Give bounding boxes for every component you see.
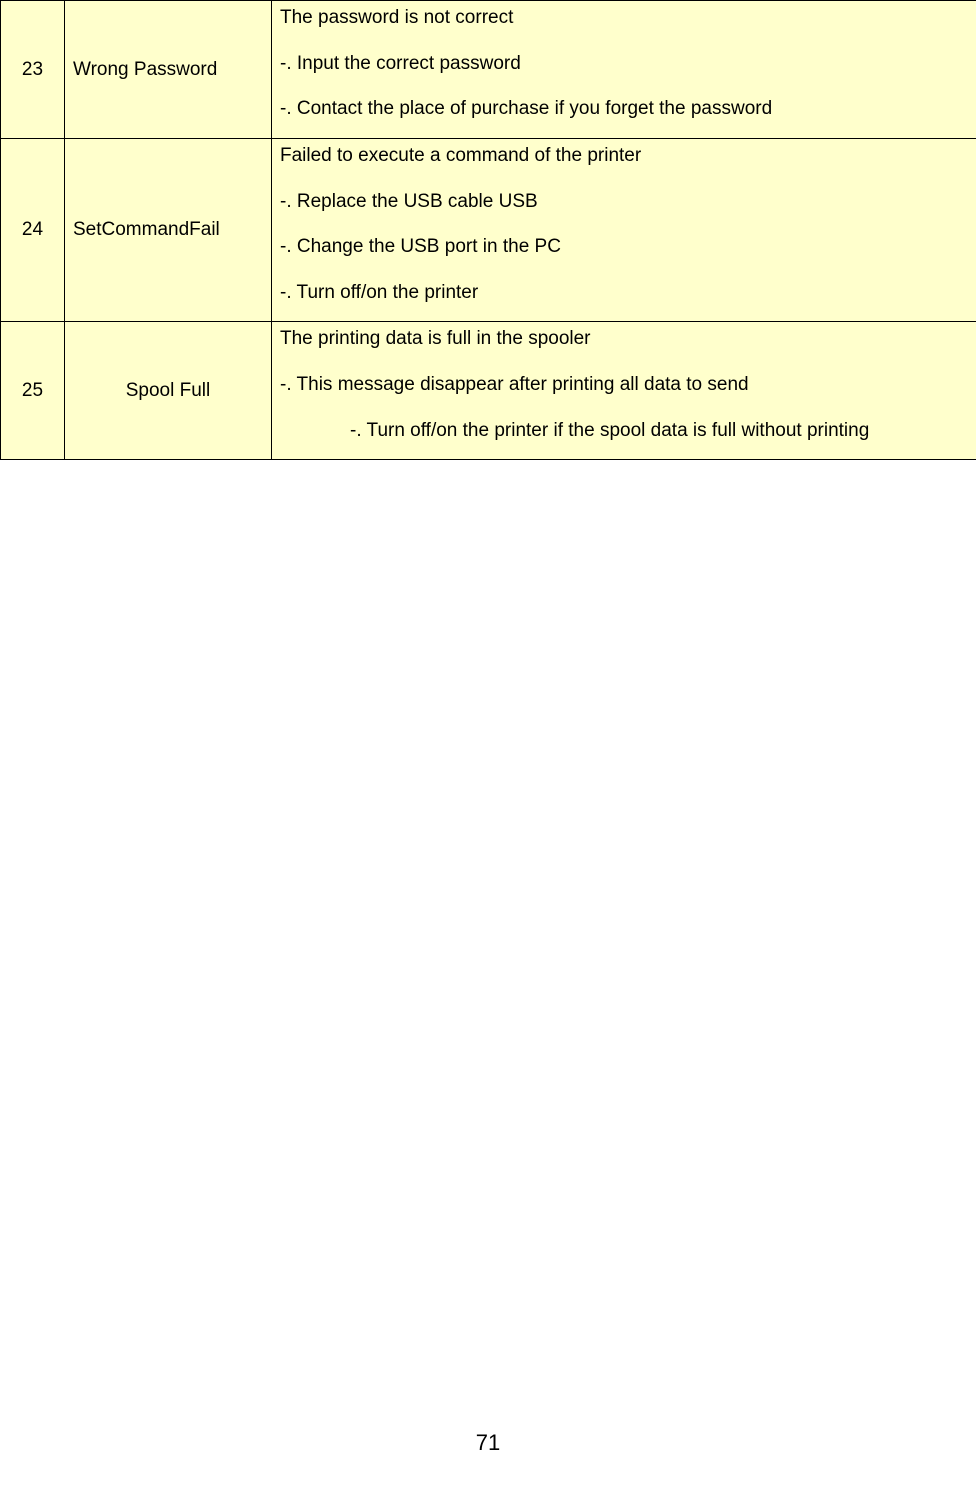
error-table-body: 23Wrong PasswordThe password is not corr… [1, 1, 976, 460]
description-line: -. Replace the USB cable USB [280, 189, 976, 215]
error-number: 24 [1, 138, 65, 322]
table-row: 24SetCommandFail Failed to execute a comm… [1, 138, 976, 322]
table-row: 23Wrong PasswordThe password is not corr… [1, 1, 976, 139]
error-name: SetCommandFail [65, 138, 272, 322]
description-line: -. Input the correct password [280, 51, 976, 77]
description-line: The password is not correct [280, 5, 976, 31]
error-number: 25 [1, 322, 65, 460]
error-description: The printing data is full in the spooler… [272, 322, 976, 460]
description-line: -. Contact the place of purchase if you … [280, 96, 976, 122]
error-description: Failed to execute a command of the print… [272, 138, 976, 322]
error-description: The password is not correct -. Input the … [272, 1, 976, 139]
description-line: Failed to execute a command of the print… [280, 143, 976, 169]
description-line: -. Change the USB port in the PC [280, 234, 976, 260]
table-row: 25Spool FullThe printing data is full in… [1, 322, 976, 460]
error-name: Wrong Password [65, 1, 272, 139]
description-line: The printing data is full in the spooler [280, 326, 976, 352]
description-line: -. Turn off/on the printer [280, 280, 976, 306]
description-line: -. Turn off/on the printer if the spool … [280, 418, 976, 444]
error-code-table: 23Wrong PasswordThe password is not corr… [0, 0, 976, 460]
description-line: -. This message disappear after printing… [280, 372, 976, 398]
error-name: Spool Full [65, 322, 272, 460]
error-number: 23 [1, 1, 65, 139]
page-number: 71 [0, 1430, 976, 1456]
